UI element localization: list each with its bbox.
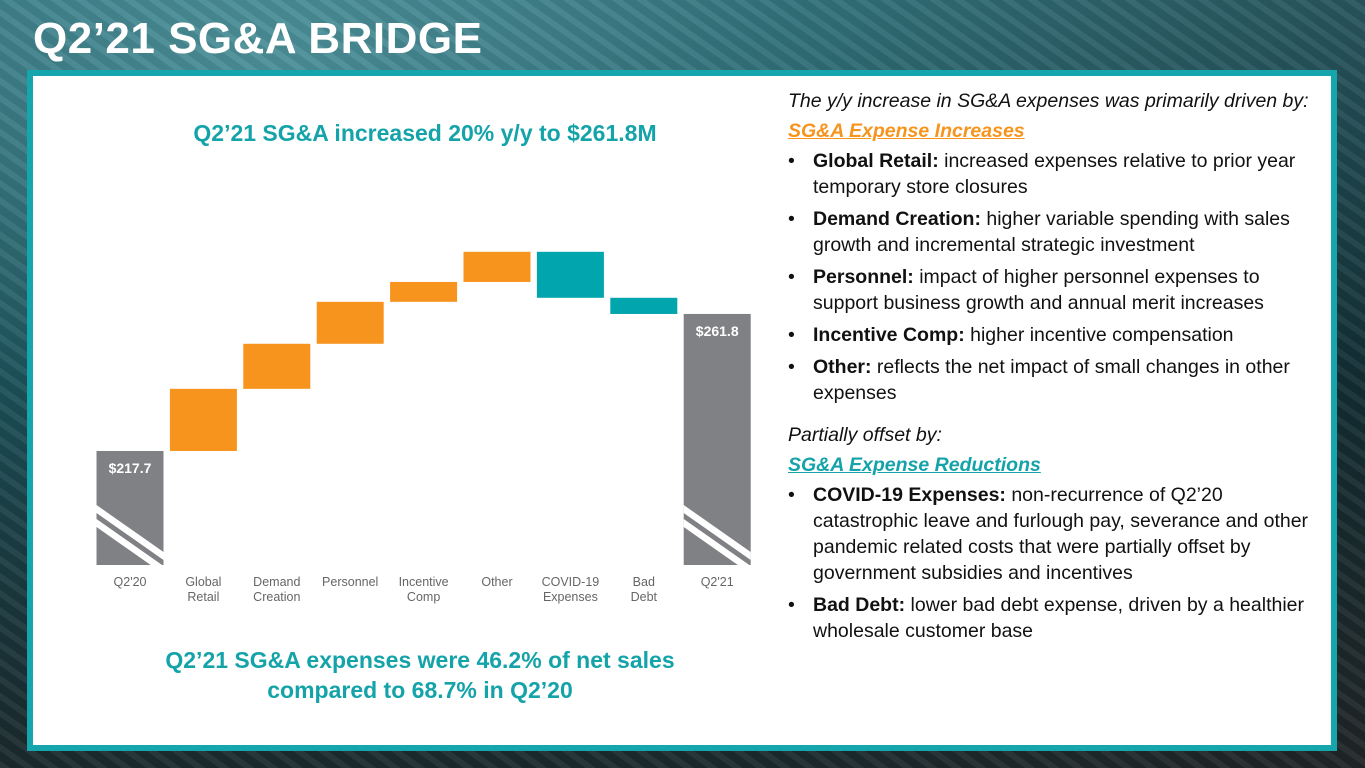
data-label-q2-20: $217.7 [109, 460, 152, 476]
category-label-global-retail: Global [185, 575, 221, 589]
item-text: lower bad debt expense, driven by a heal… [813, 594, 1305, 642]
category-label-covid-19-expenses: Expenses [543, 590, 598, 604]
item-term: Global Retail: [813, 150, 939, 172]
category-label-q2-20: Q2'20 [114, 575, 147, 589]
commentary: The y/y increase in SG&A expenses was pr… [788, 88, 1323, 650]
list-item: Demand Creation: higher variable spendin… [788, 206, 1323, 258]
axis-break-mark [96, 505, 164, 560]
list-item: Other: reflects the net impact of small … [788, 354, 1323, 406]
bar-personnel [316, 301, 384, 344]
category-label-incentive-comp: Comp [407, 590, 440, 604]
category-label-bad-debt: Debt [631, 590, 658, 604]
list-item: Bad Debt: lower bad debt expense, driven… [788, 592, 1323, 644]
category-label-other: Other [481, 575, 512, 589]
category-label-personnel: Personnel [322, 575, 378, 589]
item-term: Bad Debt: [813, 594, 906, 616]
headline-top: Q2’21 SG&A increased 20% y/y to $261.8M [193, 120, 657, 146]
bar-other [463, 251, 531, 282]
category-label-covid-19-expenses: COVID-19 [542, 575, 600, 589]
axis-break-mark [683, 505, 751, 560]
reductions-list: COVID-19 Expenses: non-recurrence of Q2’… [788, 482, 1323, 644]
item-term: Demand Creation: [813, 208, 981, 230]
item-term: COVID-19 Expenses: [813, 484, 1006, 506]
list-item: Incentive Comp: higher incentive compens… [788, 322, 1323, 348]
category-label-demand-creation: Demand [253, 575, 300, 589]
category-label-demand-creation: Creation [253, 590, 300, 604]
headline-bottom-line1: Q2’21 SG&A expenses were 46.2% of net sa… [165, 647, 675, 673]
headline-bottom-line2: compared to 68.7% in Q2’20 [267, 677, 573, 703]
item-text: non-recurrence of Q2’20 catastrophic lea… [813, 484, 1309, 584]
item-term: Incentive Comp: [813, 324, 965, 346]
axis-break-mark [96, 519, 164, 574]
bar-bad-debt [610, 297, 678, 314]
increases-heading: SG&A Expense Increases [788, 120, 1025, 142]
intro-text: The y/y increase in SG&A expenses was pr… [788, 90, 1309, 112]
category-label-global-retail: Retail [187, 590, 219, 604]
increases-list: Global Retail: increased expenses relati… [788, 148, 1323, 406]
bar-covid-19-expenses [536, 251, 604, 298]
page-title: Q2’21 SG&A BRIDGE [33, 14, 483, 63]
item-term: Personnel: [813, 266, 914, 288]
axis-break-mark [683, 519, 751, 574]
bar-demand-creation [243, 343, 311, 389]
item-text: increased expenses relative to prior yea… [813, 150, 1296, 198]
item-text: higher variable spending with sales grow… [813, 208, 1290, 256]
bar-q2-21 [683, 313, 751, 565]
list-item: Global Retail: increased expenses relati… [788, 148, 1323, 200]
category-label-q2-21: Q2'21 [701, 575, 734, 589]
category-label-bad-debt: Bad [633, 575, 655, 589]
headline-bottom: Q2’21 SG&A expenses were 46.2% of net sa… [95, 645, 745, 705]
bar-global-retail [169, 388, 237, 451]
list-item: COVID-19 Expenses: non-recurrence of Q2’… [788, 482, 1323, 586]
category-label-incentive-comp: Incentive [399, 575, 449, 589]
item-text: reflects the net impact of small changes… [813, 356, 1290, 404]
offset-intro: Partially offset by: [788, 424, 942, 446]
item-term: Other: [813, 356, 872, 378]
item-text: impact of higher personnel expenses to s… [813, 266, 1264, 314]
item-text: higher incentive compensation [964, 324, 1234, 346]
list-item: Personnel: impact of higher personnel ex… [788, 264, 1323, 316]
bar-incentive-comp [390, 281, 458, 302]
data-label-q2-21: $261.8 [696, 323, 739, 339]
reductions-heading: SG&A Expense Reductions [788, 454, 1041, 476]
